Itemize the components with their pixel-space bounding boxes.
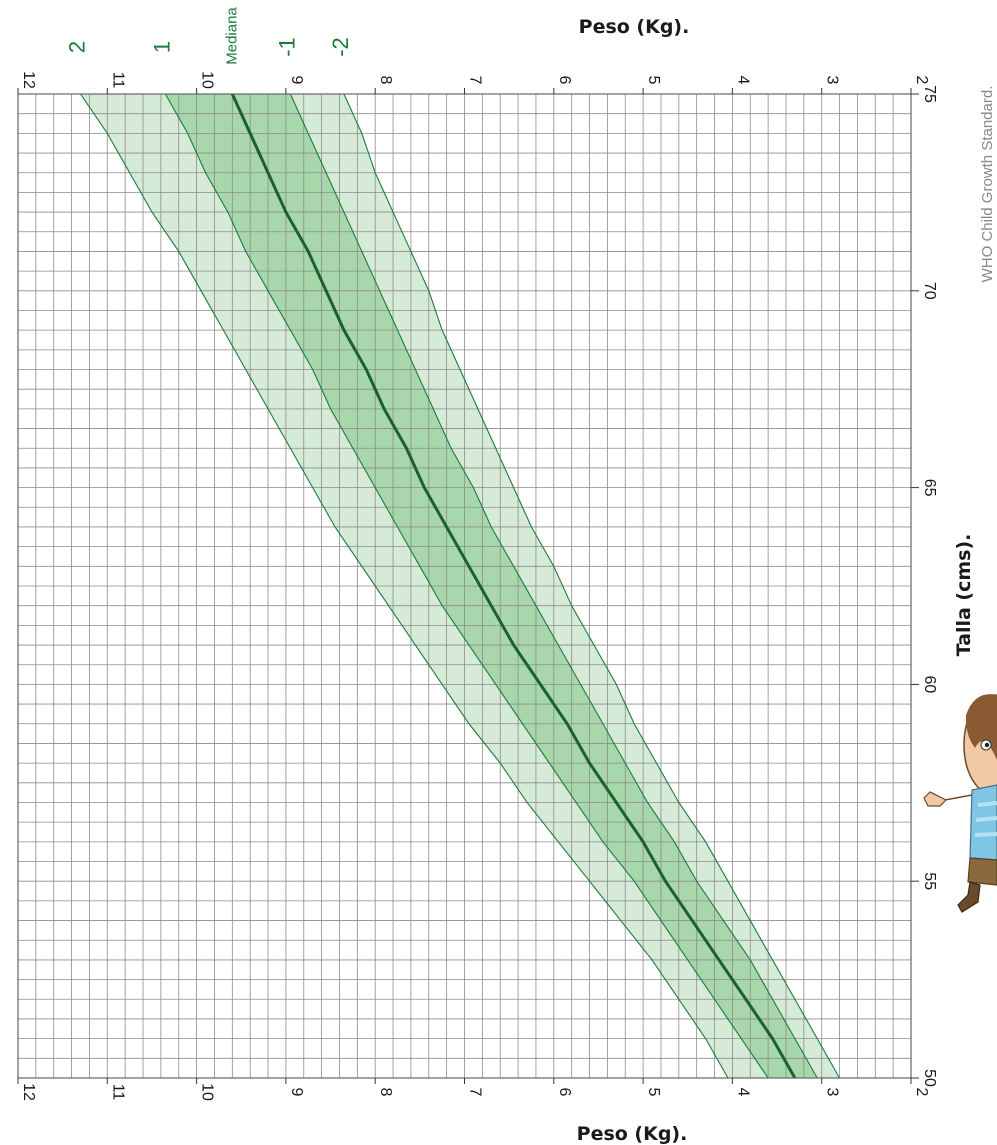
tick-top-label-3: 3 xyxy=(824,76,841,85)
tick-right-label-70: 70 xyxy=(921,282,938,300)
zscore-label--1: -1 xyxy=(274,37,299,57)
tick-right-label-50: 50 xyxy=(921,1069,938,1087)
credit-text: WHO Child Growth Standard. xyxy=(979,86,996,283)
zscore-lines xyxy=(80,93,841,1079)
right-axis-title: Talla (cms). xyxy=(953,534,975,657)
tick-bottom-label-7: 7 xyxy=(467,1088,484,1097)
tick-bottom-label-6: 6 xyxy=(556,1088,573,1097)
tick-bottom-label-10: 10 xyxy=(199,1083,216,1101)
tick-right-label-65: 65 xyxy=(921,479,938,497)
tick-bottom-label-2: 2 xyxy=(913,1088,930,1097)
tick-top-label-12: 12 xyxy=(20,71,37,89)
tick-top-label-8: 8 xyxy=(377,76,394,85)
tick-top-label-2: 2 xyxy=(913,76,930,85)
tick-top-label-9: 9 xyxy=(288,76,305,85)
zscore-label-Mediana: Mediana xyxy=(223,7,240,65)
zscore-labels: 2 1 Mediana -1 -2 xyxy=(65,7,353,65)
tick-top-label-4: 4 xyxy=(734,76,751,85)
tick-right-label-60: 60 xyxy=(921,676,938,694)
tick-bottom-label-5: 5 xyxy=(645,1088,662,1097)
tick-bottom-label-8: 8 xyxy=(377,1088,394,1097)
tick-top-label-5: 5 xyxy=(645,76,662,85)
tick-right-label-55: 55 xyxy=(921,872,938,890)
tick-bottom-label-11: 11 xyxy=(109,1084,126,1101)
tick-top-label-11: 11 xyxy=(109,72,126,89)
bottom-axis-title: Peso (Kg). xyxy=(577,1123,688,1145)
tick-top-label-6: 6 xyxy=(556,76,573,85)
tick-top-label-7: 7 xyxy=(467,76,484,85)
chart-grid xyxy=(17,93,912,1079)
series-line--2 xyxy=(343,93,841,1079)
top-axis-title: Peso (Kg). xyxy=(579,16,690,38)
zscore-label-1: 1 xyxy=(149,41,174,53)
tick-bottom-label-4: 4 xyxy=(734,1088,751,1097)
series-line-Mediana xyxy=(230,93,797,1079)
tick-bottom-label-9: 9 xyxy=(288,1088,305,1097)
series-line-2 xyxy=(80,93,729,1079)
tick-bottom-label-12: 12 xyxy=(20,1083,37,1101)
zscore-label--2: -2 xyxy=(328,37,353,57)
child-illustration xyxy=(923,694,997,913)
tick-bottom-label-3: 3 xyxy=(824,1088,841,1097)
tick-top-label-10: 10 xyxy=(199,71,216,89)
series-line-1 xyxy=(164,93,769,1079)
zscore-label-2: 2 xyxy=(65,41,90,53)
tick-right-label-75: 75 xyxy=(921,85,938,103)
series-line--1 xyxy=(289,93,818,1079)
